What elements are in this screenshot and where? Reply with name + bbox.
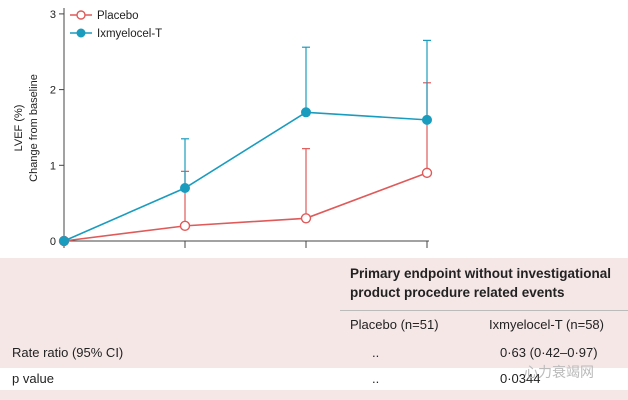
data-point (180, 183, 190, 194)
series-line (63, 172, 428, 242)
lvef-line-chart: LVEF (%) Change from baseline 0 1 2 3 Place… (13, 8, 433, 248)
legend-marker (76, 10, 86, 20)
column-placebo: Placebo (n=51) (350, 317, 439, 332)
data-point (59, 236, 69, 246)
data-point (421, 167, 433, 179)
column-ixmyelocel: Ixmyelocel-T (n=58) (489, 317, 604, 332)
table-row: Rate ratio (95% CI) .. 0·63 (0·42–0·97) (0, 342, 628, 364)
y-tick-labels: 0 1 2 3 (50, 9, 56, 248)
legend-label: Ixmyelocel-T (97, 28, 162, 40)
table-header: Primary endpoint without investigational… (350, 266, 612, 300)
row-label: p value (12, 371, 54, 386)
legend-marker (76, 28, 86, 38)
series-layer (58, 39, 433, 247)
chart-legend: Placebo Ixmyelocel-T (70, 10, 162, 40)
y-tick-label: 3 (50, 9, 56, 21)
row-placebo-value: .. (372, 345, 380, 360)
row-label: Rate ratio (95% CI) (12, 345, 124, 360)
y-axis-label-line2: Change from baseline (28, 74, 40, 182)
results-table: Primary endpoint without investigational… (0, 258, 628, 400)
legend-item: Placebo (70, 10, 139, 22)
y-axis-label-line1: LVEF (%) (13, 105, 25, 152)
y-tick-label: 1 (50, 160, 56, 172)
table-row: p value .. 0·0344 (0, 368, 628, 390)
data-point (422, 114, 432, 125)
table-divider (340, 310, 628, 311)
series-ixmyelocel (59, 39, 432, 246)
row-ixmyelocel-value: 0·0344 (500, 371, 541, 386)
row-ixmyelocel-value: 0·63 (0·42–0·97) (500, 345, 598, 360)
y-tick-label: 2 (50, 85, 56, 97)
data-point (301, 107, 311, 118)
y-tick-label: 0 (50, 236, 56, 248)
data-point (179, 220, 191, 232)
legend-label: Placebo (97, 10, 139, 22)
watermark-text: 心力衰竭网 (524, 364, 594, 380)
series-placebo (58, 82, 433, 247)
data-point (300, 213, 312, 224)
row-placebo-value: .. (372, 371, 380, 386)
y-axis-label: LVEF (%) Change from baseline (13, 74, 40, 182)
series-line (63, 111, 428, 242)
legend-item: Ixmyelocel-T (70, 28, 162, 40)
chart-axes (59, 8, 429, 248)
